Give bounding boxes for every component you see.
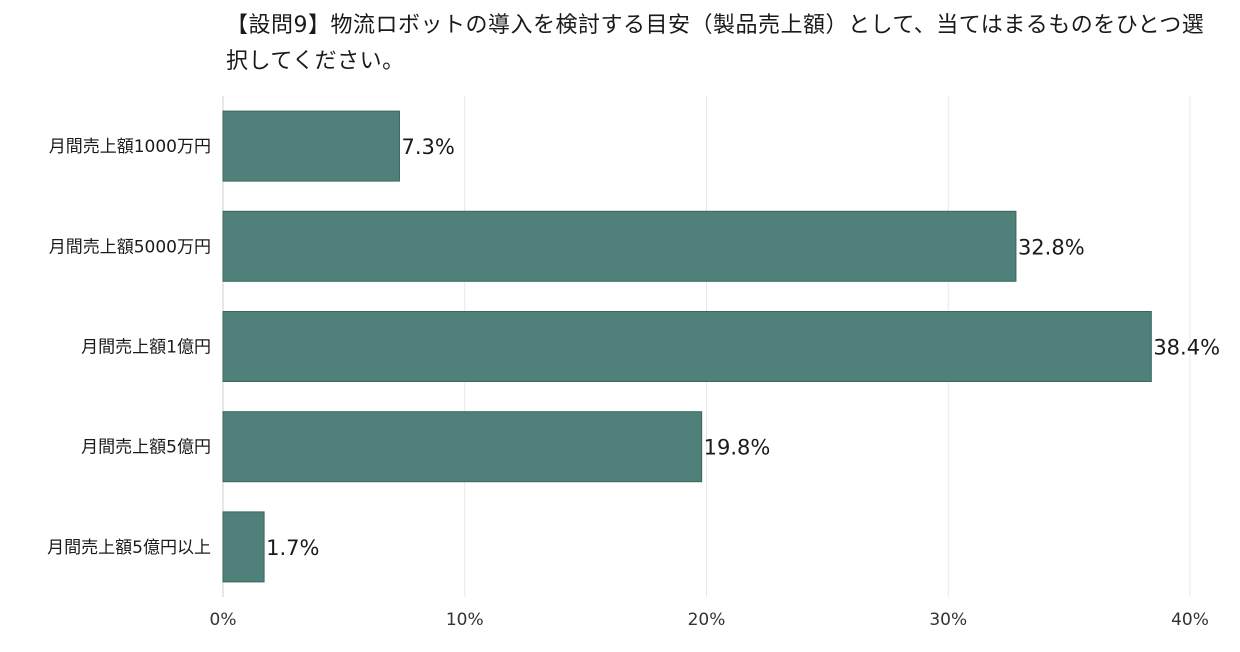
bar (222, 311, 1152, 382)
category-label: 月間売上額5000万円 (49, 237, 211, 257)
x-tick-label: 30% (929, 610, 967, 630)
chart-title: 【設問9】物流ロボットの導入を検討する目安（製品売上額）として、当てはまるものを… (226, 13, 1205, 74)
category-label: 月間売上額5億円以上 (47, 538, 211, 558)
data-label: 38.4% (1153, 336, 1220, 360)
x-tick-label: 20% (688, 610, 726, 630)
category-label: 月間売上額5億円 (81, 438, 211, 458)
bar (222, 210, 1017, 282)
x-tick-label: 40% (1171, 610, 1209, 630)
labels: 0% 10% 20% 30% 40% 月間売上額1000万円 7.3% 月間売上額5000万円… (47, 135, 1220, 630)
data-label: 7.3% (401, 135, 454, 159)
x-tick-label: 10% (446, 610, 484, 630)
bars (222, 110, 1152, 583)
data-label: 19.8% (704, 436, 771, 460)
x-tick-label: 0% (210, 610, 237, 630)
data-label: 32.8% (1018, 235, 1085, 259)
category-label: 月間売上額1億円 (81, 338, 211, 358)
bar (222, 411, 703, 483)
bar (222, 511, 265, 583)
bar (222, 110, 400, 182)
data-label: 1.7% (266, 536, 319, 560)
category-label: 月間売上額1000万円 (49, 137, 211, 157)
